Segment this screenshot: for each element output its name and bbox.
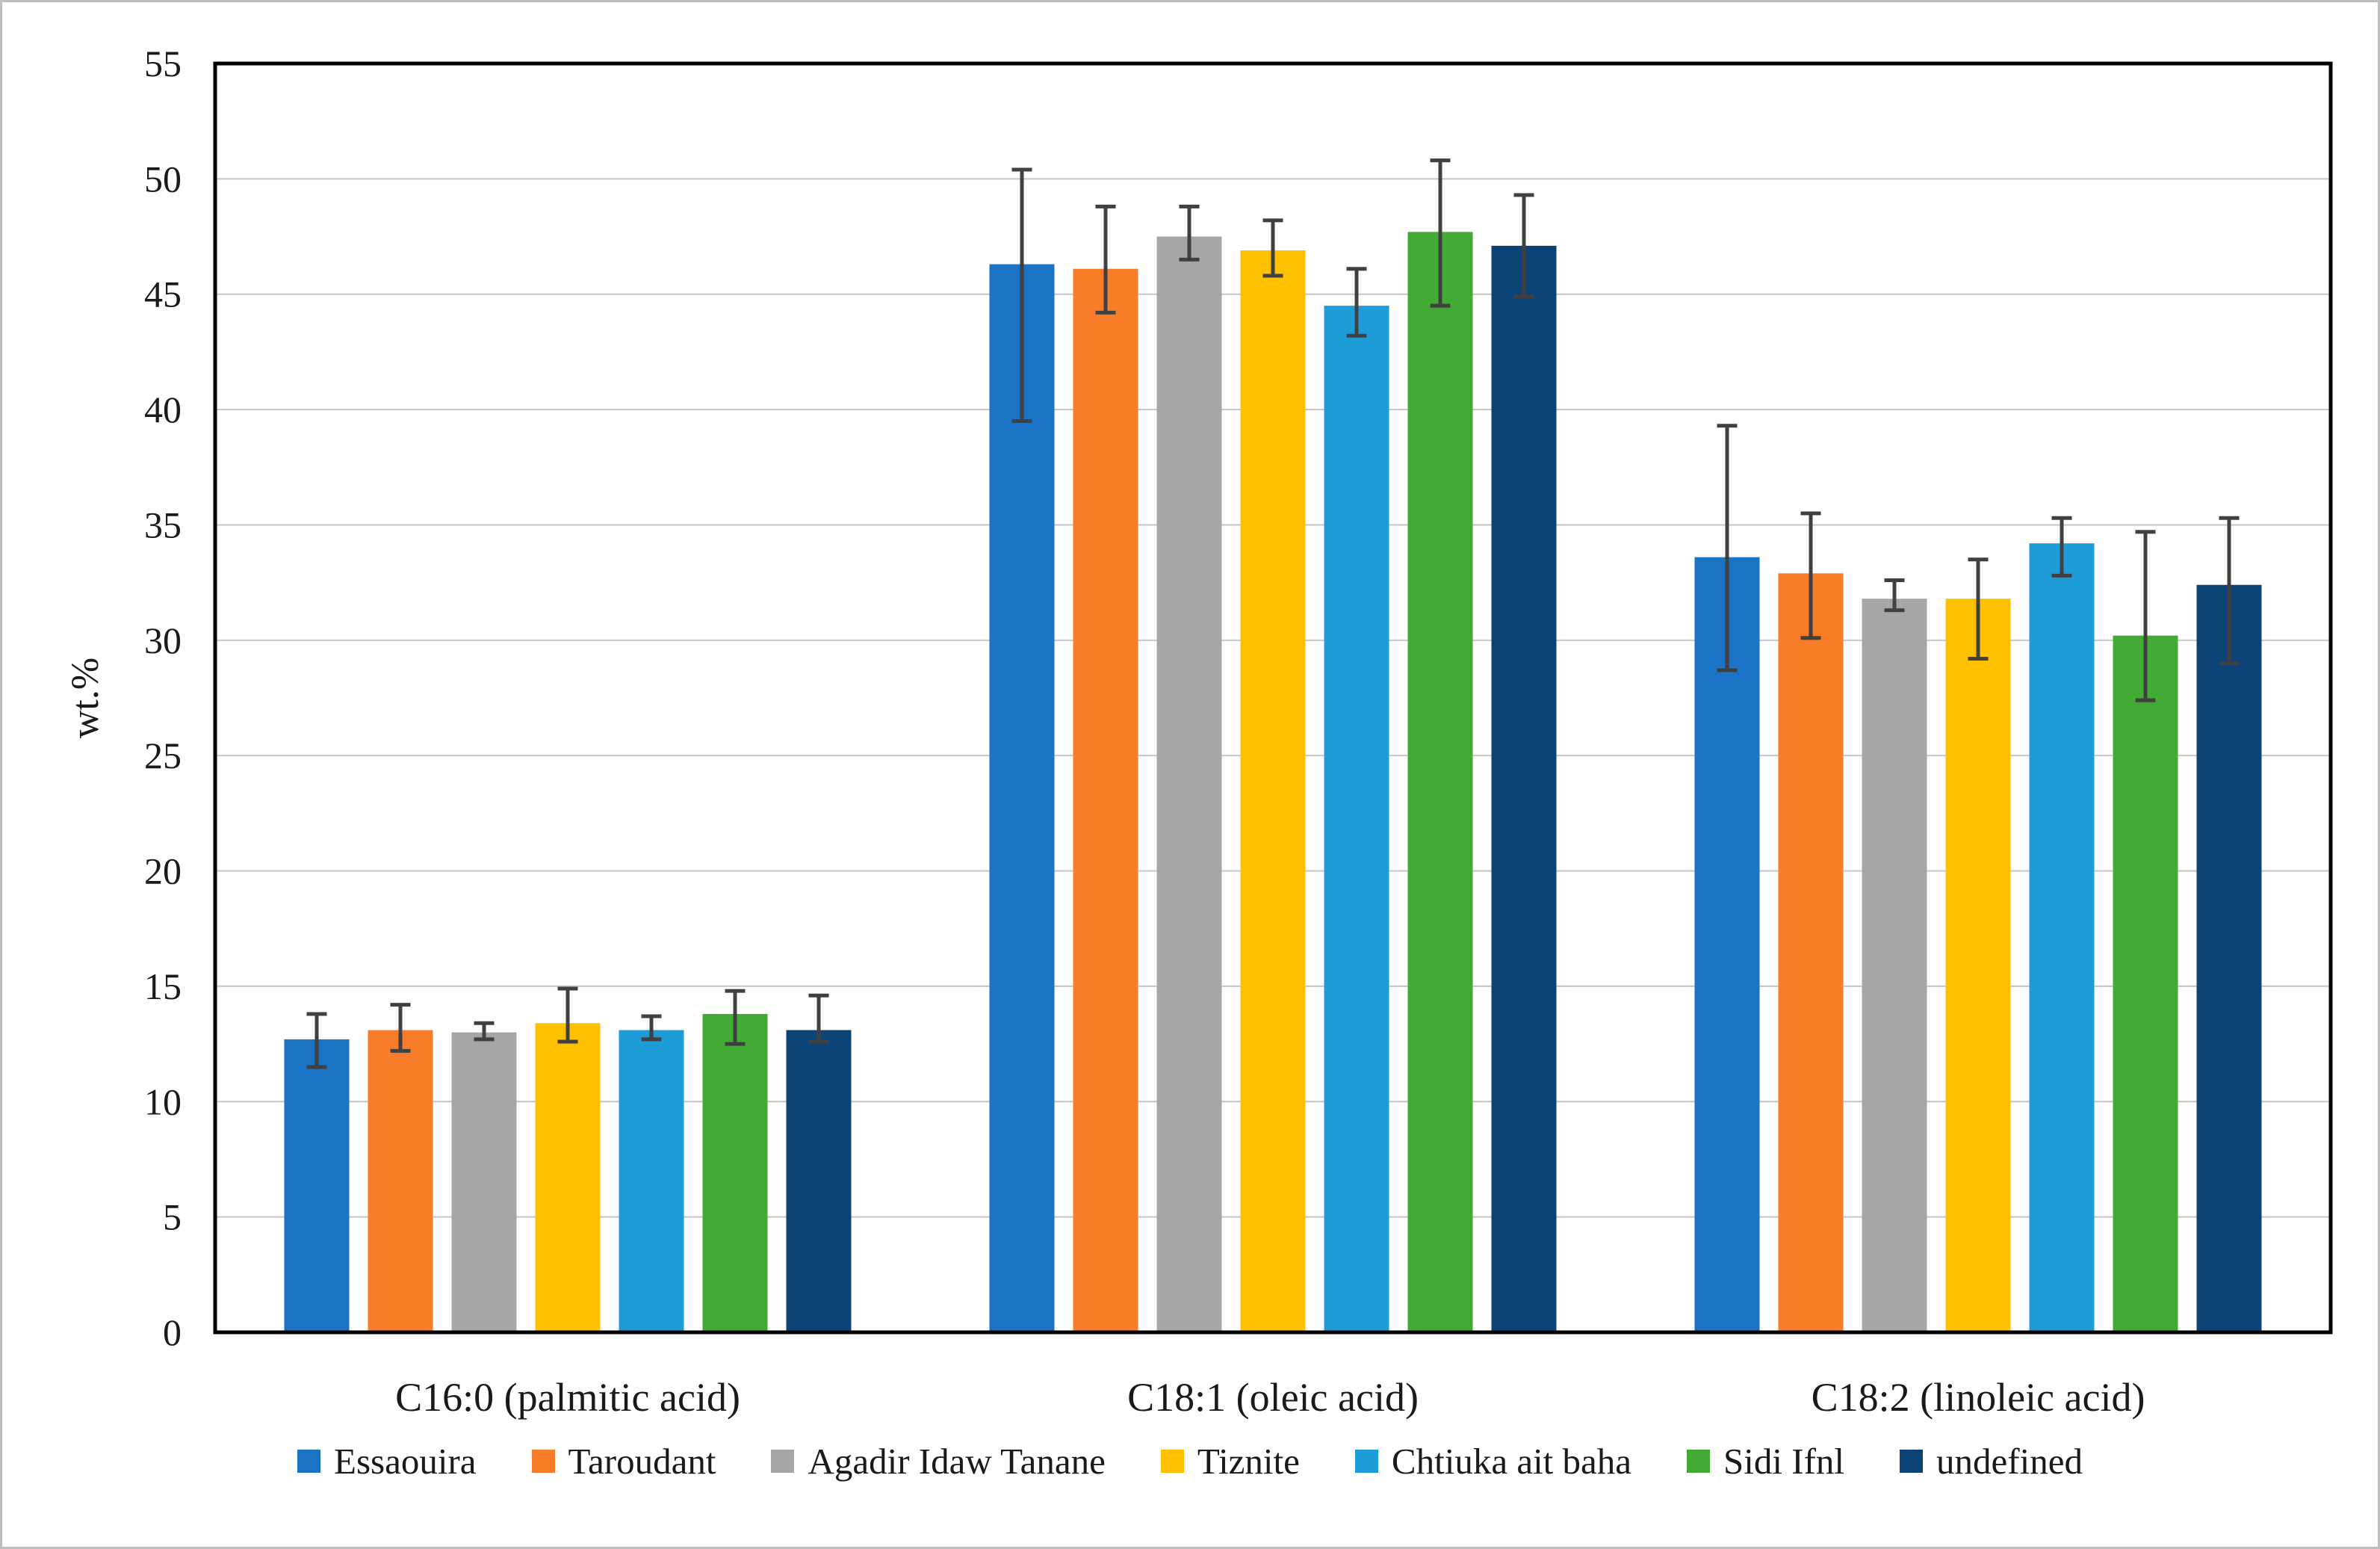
bar-agadir-idaw-tanane-c18-2-linoleic-acid <box>1862 599 1927 1332</box>
bar-chtiuka-ait-baha-c18-2-linoleic-acid <box>2029 543 2095 1332</box>
bar-taroudant-c18-1-oleic-acid <box>1073 268 1138 1332</box>
category-label-c18-2-linoleic-acid: C18:2 (linoleic acid) <box>1812 1375 2145 1420</box>
bar-agadir-idaw-tanane-c16-0-palmitic-acid <box>451 1032 517 1332</box>
error-bar-undefined-c16-0-palmitic-acid <box>808 993 829 1044</box>
legend-swatch-taroudant <box>531 1450 555 1473</box>
bar-agadir-idaw-tanane-c18-1-oleic-acid <box>1156 236 1222 1333</box>
legend-item-agadir-idaw-tanane: Agadir Idaw Tanane <box>771 1441 1106 1482</box>
legend-item-taroudant: Taroudant <box>531 1441 716 1482</box>
plot-frame <box>213 61 2333 1335</box>
y-tick-label-55: 55 <box>144 43 182 84</box>
legend-swatch-agadir-idaw-tanane <box>771 1450 795 1473</box>
bar-tiznite-c18-2-linoleic-acid <box>1945 599 2011 1332</box>
error-bar-agadir-idaw-tanane-c18-1-oleic-acid <box>1179 204 1200 262</box>
y-tick-label-10: 10 <box>144 1080 182 1122</box>
error-bar-agadir-idaw-tanane-c18-2-linoleic-acid <box>1884 578 1905 613</box>
y-axis-title: wt.% <box>64 658 107 738</box>
bar-sidi-ifnl-c18-2-linoleic-acid <box>2113 635 2178 1332</box>
bar-sidi-ifnl-c16-0-palmitic-acid <box>702 1013 768 1332</box>
y-tick-label-15: 15 <box>144 965 182 1007</box>
error-bar-essaouira-c18-2-linoleic-acid <box>1717 424 1738 673</box>
legend-item-chtiuka-ait-baha: Chtiuka ait baha <box>1354 1441 1632 1482</box>
error-bar-essaouira-c16-0-palmitic-acid <box>306 1012 327 1069</box>
error-bar-undefined-c18-2-linoleic-acid <box>2219 516 2240 666</box>
bar-undefined-c16-0-palmitic-acid <box>786 1030 852 1332</box>
bar-tiznite-c16-0-palmitic-acid <box>535 1023 601 1332</box>
error-bar-taroudant-c18-1-oleic-acid <box>1095 204 1116 315</box>
legend: Essaouira Taroudant Agadir Idaw Tanane Tizn… <box>2 1443 2378 1480</box>
error-bar-taroudant-c16-0-palmitic-acid <box>390 1003 411 1053</box>
bar-essaouira-c18-2-linoleic-acid <box>1694 557 1760 1332</box>
x-axis-category-labels: C16:0 (palmitic acid) C18:1 (oleic acid) C… <box>395 1375 2145 1420</box>
error-bar-tiznite-c18-1-oleic-acid <box>1262 218 1283 278</box>
legend-label-sidi-ifnl: Sidi Ifnl <box>1723 1441 1845 1482</box>
legend-label-chtiuka-ait-baha: Chtiuka ait baha <box>1391 1441 1632 1482</box>
bar-sidi-ifnl-c18-1-oleic-acid <box>1407 232 1473 1333</box>
error-bar-tiznite-c16-0-palmitic-acid <box>557 986 578 1044</box>
error-bars-group <box>306 158 2240 1069</box>
bar-essaouira-c18-1-oleic-acid <box>989 264 1055 1332</box>
error-bar-taroudant-c18-2-linoleic-acid <box>1800 511 1821 640</box>
bar-undefined-c18-2-linoleic-acid <box>2196 584 2262 1332</box>
bar-essaouira-c16-0-palmitic-acid <box>284 1039 350 1332</box>
y-tick-label-50: 50 <box>144 158 182 200</box>
y-tick-label-30: 30 <box>144 619 182 661</box>
legend-swatch-undefined <box>1900 1450 1924 1473</box>
bar-chtiuka-ait-baha-c18-1-oleic-acid <box>1324 306 1389 1333</box>
error-bar-agadir-idaw-tanane-c16-0-palmitic-acid <box>474 1021 495 1042</box>
bar-taroudant-c16-0-palmitic-acid <box>368 1030 433 1332</box>
error-bar-tiznite-c18-2-linoleic-acid <box>1968 557 1989 661</box>
bar-undefined-c18-1-oleic-acid <box>1491 245 1557 1332</box>
bar-taroudant-c18-2-linoleic-acid <box>1778 573 1844 1332</box>
category-label-c16-0-palmitic-acid: C16:0 (palmitic acid) <box>395 1375 740 1420</box>
legend-item-essaouira: Essaouira <box>297 1443 477 1480</box>
y-tick-label-20: 20 <box>144 850 182 892</box>
y-tick-label-45: 45 <box>144 273 182 315</box>
error-bar-chtiuka-ait-baha-c18-2-linoleic-acid <box>2051 516 2072 578</box>
y-tick-label-25: 25 <box>144 735 182 776</box>
y-tick-label-35: 35 <box>144 504 182 545</box>
legend-item-tiznite: Tiznite <box>1160 1441 1300 1482</box>
bars-group <box>284 232 2262 1333</box>
legend-label-taroudant: Taroudant <box>568 1441 716 1482</box>
legend-swatch-sidi-ifnl <box>1687 1450 1711 1473</box>
y-tick-label-5: 5 <box>163 1196 182 1238</box>
error-bar-essaouira-c18-1-oleic-acid <box>1011 167 1032 424</box>
error-bar-sidi-ifnl-c18-2-linoleic-acid <box>2135 530 2156 702</box>
error-bar-sidi-ifnl-c16-0-palmitic-acid <box>725 989 746 1046</box>
legend-label-agadir-idaw-tanane: Agadir Idaw Tanane <box>808 1441 1106 1482</box>
legend-swatch-chtiuka-ait-baha <box>1354 1450 1378 1473</box>
legend-label-essaouira: Essaouira <box>334 1441 477 1482</box>
legend-label-undefined: undefined <box>1936 1441 2083 1482</box>
y-tick-label-40: 40 <box>144 389 182 430</box>
bar-chtiuka-ait-baha-c16-0-palmitic-acid <box>619 1030 684 1332</box>
legend-swatch-tiznite <box>1160 1450 1184 1473</box>
bar-tiznite-c18-1-oleic-acid <box>1240 250 1306 1332</box>
error-bar-undefined-c18-1-oleic-acid <box>1513 193 1534 299</box>
error-bar-sidi-ifnl-c18-1-oleic-acid <box>1430 158 1451 308</box>
y-tick-label-0: 0 <box>163 1311 182 1353</box>
legend-swatch-essaouira <box>297 1450 321 1473</box>
category-label-c18-1-oleic-acid: C18:1 (oleic acid) <box>1127 1375 1419 1420</box>
legend-item-undefined: undefined <box>1900 1443 2083 1480</box>
error-bar-chtiuka-ait-baha-c16-0-palmitic-acid <box>641 1014 662 1042</box>
legend-label-tiznite: Tiznite <box>1197 1441 1300 1482</box>
legend-item-sidi-ifnl: Sidi Ifnl <box>1687 1443 1844 1480</box>
y-axis-tick-labels: 0 5 10 15 20 25 30 35 40 45 50 55 <box>144 43 182 1353</box>
error-bar-chtiuka-ait-baha-c18-1-oleic-acid <box>1346 267 1367 338</box>
